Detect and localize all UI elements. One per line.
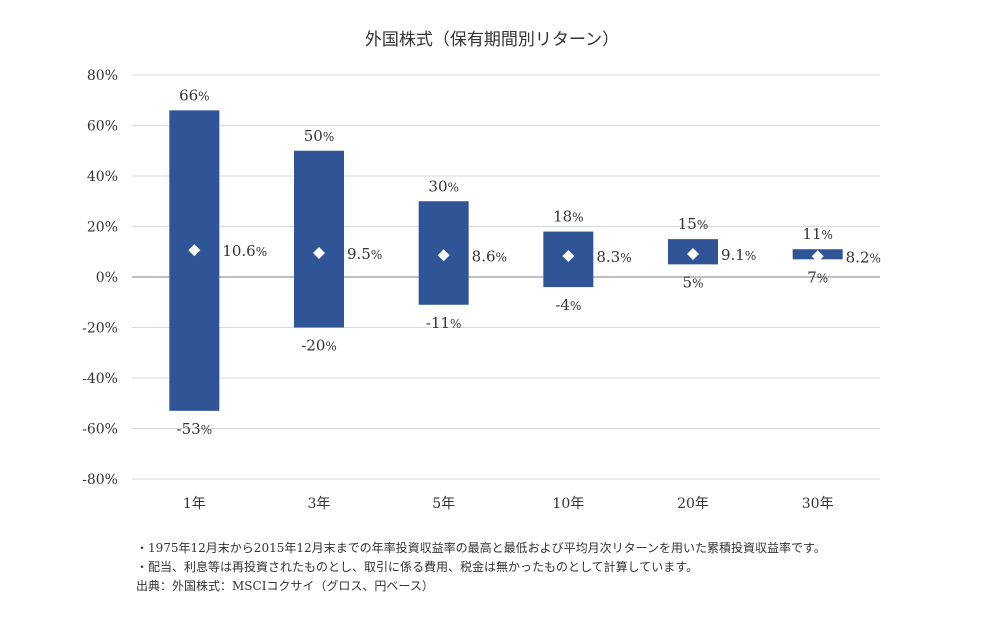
- average-marker: [313, 247, 325, 260]
- x-axis: 1年 3年 5年 10年 20年 30年: [183, 496, 834, 512]
- average-marker: [687, 248, 699, 261]
- average-value-label: 8.3%: [596, 248, 631, 266]
- low-value-label: -20%: [301, 337, 337, 355]
- gridlines: [132, 74, 880, 480]
- low-value-label: -4%: [555, 296, 581, 314]
- low-value-label: 7%: [807, 268, 828, 286]
- high-value-label: 11%: [802, 225, 833, 243]
- x-tick-label: 3年: [308, 496, 331, 512]
- range-bar: [294, 150, 344, 328]
- low-value-label: 5%: [683, 273, 704, 291]
- source-note: 出典：外国株式：MSCIコクサイ（グロス、円ベース）: [136, 579, 434, 593]
- y-tick-label: 20%: [87, 220, 118, 236]
- y-tick-label: 0%: [96, 270, 118, 286]
- average-value-label: 9.5%: [347, 245, 382, 263]
- y-tick-label: -60%: [82, 422, 118, 438]
- high-value-label: 15%: [678, 215, 709, 233]
- average-marker: [562, 250, 575, 263]
- high-value-label: 50%: [304, 127, 335, 145]
- y-tick-label: 60%: [87, 119, 118, 135]
- average-marker: [188, 244, 201, 257]
- average-value-label: 8.6%: [472, 247, 507, 265]
- y-tick-label: -20%: [82, 321, 118, 337]
- bars: [169, 110, 843, 411]
- average-value-label: 8.2%: [846, 248, 881, 266]
- low-value-label: -53%: [177, 420, 213, 438]
- y-axis: 80% 60% 40% 20% 0% -20% -40% -60% -80%: [82, 68, 118, 488]
- y-tick-label: -40%: [82, 371, 118, 387]
- x-tick-label: 20年: [677, 496, 709, 512]
- average-marker: [811, 250, 824, 263]
- y-tick-label: 40%: [87, 169, 118, 185]
- x-tick-label: 10年: [552, 496, 584, 512]
- x-tick-label: 1年: [183, 496, 206, 512]
- average-value-label: 9.1%: [721, 246, 756, 264]
- high-value-label: 30%: [428, 177, 459, 195]
- x-tick-label: 30年: [802, 496, 834, 512]
- low-value-label: -11%: [426, 314, 462, 332]
- high-value-label: 18%: [553, 208, 584, 226]
- x-tick-label: 5年: [432, 496, 455, 512]
- range-bar: [169, 110, 220, 411]
- footnotes: ・1975年12月末から2015年12月末までの年率投資収益率の最高と最低および…: [136, 539, 826, 596]
- y-tick-label: 80%: [87, 68, 118, 84]
- high-value-label: 66%: [179, 86, 210, 104]
- chart-title: 外国株式（保有期間別リターン）: [365, 30, 619, 50]
- data-labels: 66% -53% 10.6% 50% -20% 9.5% 30% -11% 8.6% 18% -4%…: [177, 86, 881, 437]
- y-tick-label: -80%: [82, 472, 118, 488]
- average-marker: [437, 249, 450, 262]
- average-value-label: 10.6%: [222, 242, 267, 260]
- footnote-line-1: ・1975年12月末から2015年12月末までの年率投資収益率の最高と最低および…: [136, 541, 826, 555]
- footnote-line-2: ・配当、利息等は再投資されたものとし、取引に係る費用、税金は無かったものとして計…: [136, 560, 699, 574]
